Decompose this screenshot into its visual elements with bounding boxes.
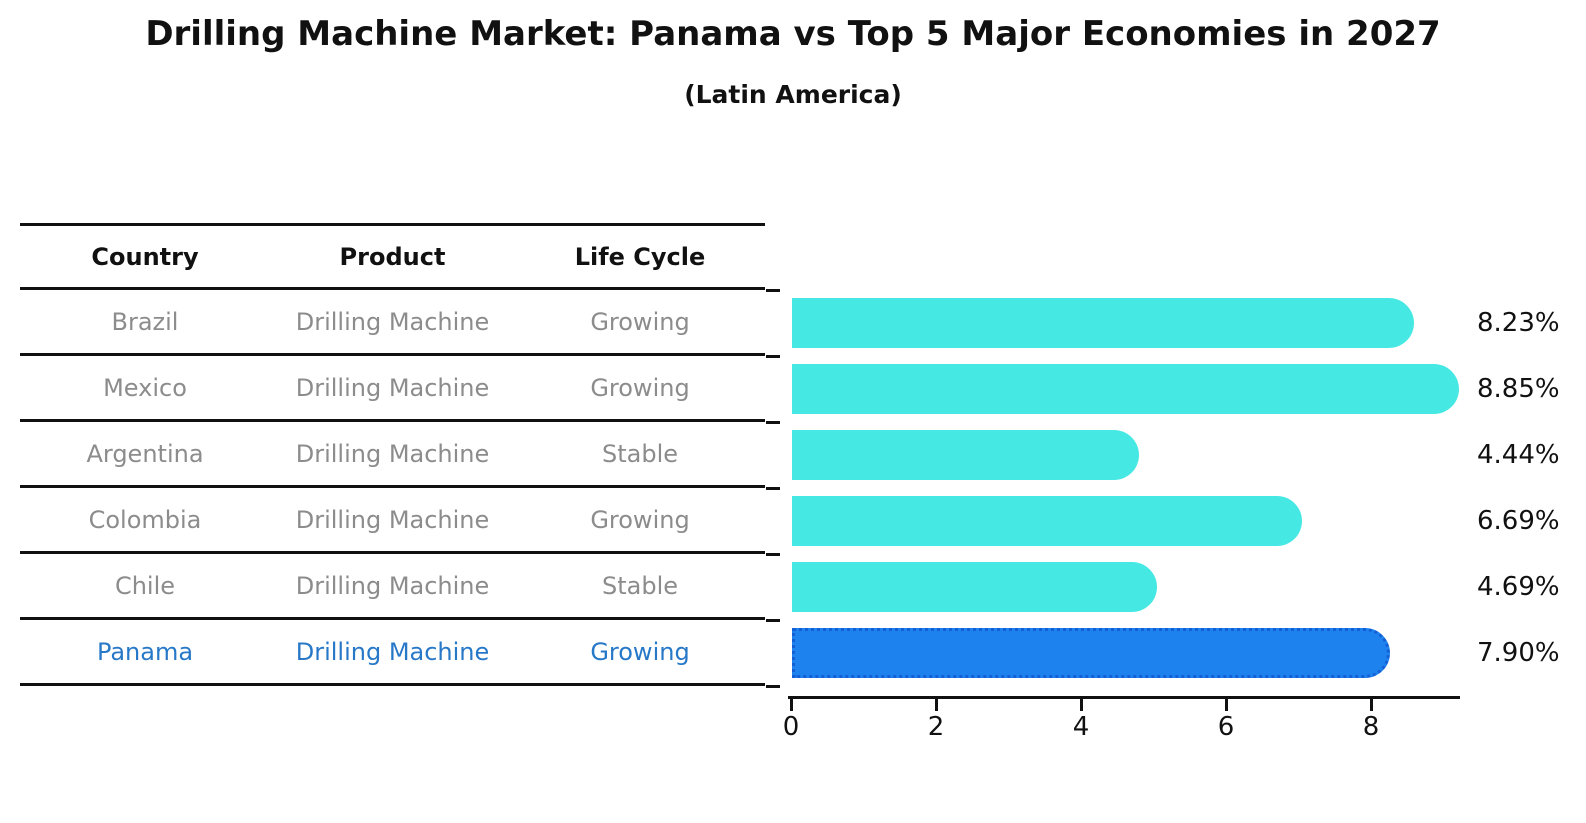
table-cell-life-cycle: Stable <box>601 571 679 600</box>
bar-value-label: 8.85% <box>1477 374 1560 404</box>
x-axis-tick-label: 8 <box>1362 712 1380 742</box>
page-title: Drilling Machine Market: Panama vs Top 5… <box>145 14 1441 54</box>
bar <box>792 364 1459 414</box>
table-cell-product: Drilling Machine <box>295 307 490 336</box>
table-cell-country: Panama <box>96 637 194 666</box>
y-axis-tick <box>766 355 780 358</box>
bar-value-label: 7.90% <box>1477 638 1560 668</box>
x-axis-tick-label: 2 <box>927 712 945 742</box>
table-row: Chile Drilling Machine Stable <box>20 554 765 620</box>
x-axis-tick <box>790 699 793 711</box>
table-body: Brazil Drilling Machine Growing Mexico Drill… <box>20 290 765 686</box>
x-axis-tick <box>1080 699 1083 711</box>
table-cell-life-cycle: Growing <box>590 505 690 534</box>
table-cell-country: Mexico <box>103 373 187 402</box>
bar <box>792 298 1414 348</box>
table-row: Panama Drilling Machine Growing <box>20 620 765 686</box>
table-cell-product: Drilling Machine <box>295 637 490 666</box>
bar-value-label: 4.69% <box>1477 572 1560 602</box>
bar <box>792 496 1303 546</box>
table-cell-life-cycle: Growing <box>590 307 690 336</box>
table-header-row: Country Product Life Cycle <box>20 223 765 290</box>
table-cell-country: Colombia <box>88 505 202 534</box>
table-cell-life-cycle: Growing <box>590 637 690 666</box>
bar <box>792 430 1139 480</box>
table-cell-product: Drilling Machine <box>295 505 490 534</box>
y-axis-tick <box>766 289 780 292</box>
x-axis-tick-label: 6 <box>1217 712 1235 742</box>
x-axis-tick <box>935 699 938 711</box>
table-cell-life-cycle: Growing <box>590 373 690 402</box>
y-axis-tick <box>766 685 780 688</box>
bar-value-label: 4.44% <box>1477 440 1560 470</box>
table-cell-product: Drilling Machine <box>295 373 490 402</box>
x-axis-line <box>788 696 1460 699</box>
table-cell-product: Drilling Machine <box>295 439 490 468</box>
table-cell-country: Chile <box>114 571 176 600</box>
y-axis-tick <box>766 421 780 424</box>
table-cell-country: Argentina <box>86 439 204 468</box>
x-axis-tick-label: 4 <box>1072 712 1090 742</box>
page-subtitle: (Latin America) <box>684 80 902 109</box>
table-header-product: Product <box>339 242 446 271</box>
x-axis-tick <box>1225 699 1228 711</box>
table-cell-country: Brazil <box>111 307 179 336</box>
table-header-country: Country <box>91 242 199 271</box>
bar-value-label: 6.69% <box>1477 506 1560 536</box>
table-row: Mexico Drilling Machine Growing <box>20 356 765 422</box>
bar-panama-highlight <box>792 628 1390 678</box>
table-row: Colombia Drilling Machine Growing <box>20 488 765 554</box>
table-cell-life-cycle: Stable <box>601 439 679 468</box>
y-axis-tick <box>766 619 780 622</box>
bar <box>792 562 1158 612</box>
table-cell-product: Drilling Machine <box>295 571 490 600</box>
table-row: Argentina Drilling Machine Stable <box>20 422 765 488</box>
x-axis-tick-label: 0 <box>782 712 800 742</box>
table-row: Brazil Drilling Machine Growing <box>20 290 765 356</box>
y-axis-tick <box>766 487 780 490</box>
bar-value-label: 8.23% <box>1477 308 1560 338</box>
x-axis-tick <box>1370 699 1373 711</box>
y-axis-tick <box>766 553 780 556</box>
table-header-life-cycle: Life Cycle <box>574 242 706 271</box>
country-table: Country Product Life Cycle Brazil Drillin… <box>20 223 765 686</box>
